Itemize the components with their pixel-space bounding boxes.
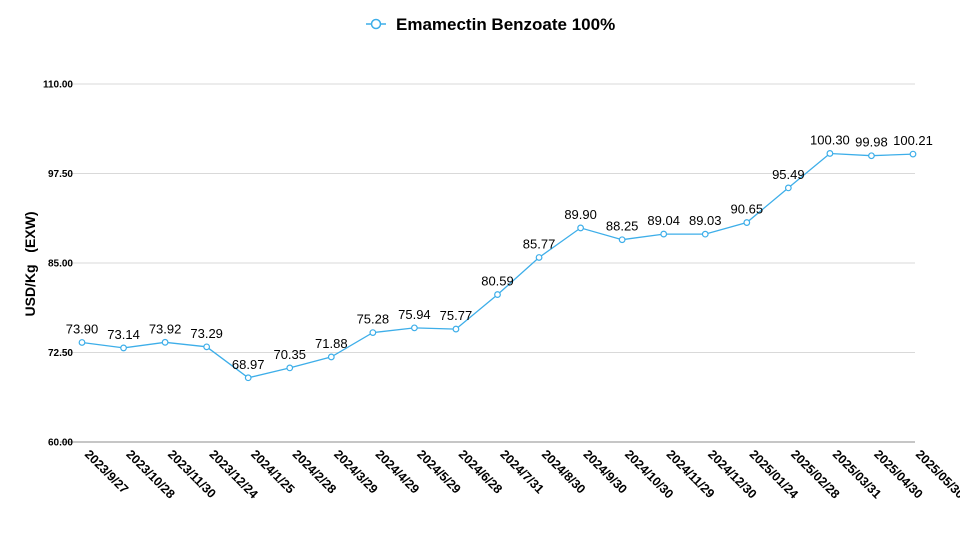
data-point [743,219,751,226]
x-axis-ticks: 2023/9/272023/10/282023/11/302023/12/242… [82,447,960,501]
y-tick-label: 85.00 [48,259,73,270]
data-label: 73.29 [190,326,223,341]
data-point [577,224,584,232]
data-label: 70.35 [273,347,306,362]
data-label: 73.90 [66,321,99,336]
data-label: 80.59 [481,274,514,289]
x-tick-label: 2024/2/28 [290,447,339,496]
data-label: 68.97 [232,357,265,372]
data-label: 75.28 [357,312,390,327]
legend-marker [370,18,382,30]
data-point [909,150,917,158]
data-label: 95.49 [772,167,805,182]
data-point [494,291,501,298]
y-tick-label: 97.50 [48,169,73,180]
x-tick-label: 2024/7/31 [497,447,546,496]
data-point [203,343,211,351]
data-label: 73.92 [149,321,182,336]
data-label: 100.30 [810,132,850,147]
data-point [701,230,709,238]
data-point [618,236,626,244]
data-label: 99.98 [855,135,888,150]
data-label: 85.77 [523,236,556,251]
data-point [784,184,792,192]
x-tick-label: 2024/4/29 [373,447,422,496]
data-point [286,364,294,372]
legend-label: Emamectin Benzoate 100% [396,15,615,34]
data-label: 90.65 [731,202,764,217]
y-tick-label: 72.50 [48,348,73,359]
y-tick-label: 110.00 [43,80,73,91]
data-label: 73.14 [107,327,140,342]
data-point [161,338,169,346]
x-tick-label: 2024/6/28 [456,447,505,496]
data-point [535,254,543,261]
data-label: 75.94 [398,307,431,322]
data-point [120,344,127,352]
data-label: 71.88 [315,336,348,351]
data-point [327,353,335,361]
y-tick-label: 60.00 [48,438,73,449]
data-label: 75.77 [440,308,473,323]
data-point [78,339,86,346]
data-point [868,152,875,160]
data-label: 88.25 [606,219,639,234]
x-tick-label: 2024/5/29 [414,447,463,496]
legend: Emamectin Benzoate 100% [366,15,615,34]
data-point [411,324,418,332]
y-axis-label: USD/Kg (EXW) [22,212,38,317]
x-tick-label: 2024/9/30 [580,447,629,496]
data-point [369,329,377,336]
data-point [660,230,668,238]
x-tick-label: 2024/8/30 [539,447,588,496]
data-label: 89.90 [564,207,597,222]
grid [60,83,915,443]
series-line-group: 73.90 73.14 73.92 73.29 68.97 70.35 71.88 75.28… [66,132,933,382]
x-tick-label: 2023/9/27 [82,447,131,496]
data-point [452,325,460,333]
data-label: 89.04 [647,213,680,228]
y-axis-ticks: 60.00 72.50 85.00 97.50 110.00 [43,80,73,449]
x-tick-label: 2024/3/29 [331,447,380,496]
data-point [826,150,834,157]
data-label: 100.21 [893,133,933,148]
data-label: 89.03 [689,213,722,228]
data-point [244,374,252,382]
